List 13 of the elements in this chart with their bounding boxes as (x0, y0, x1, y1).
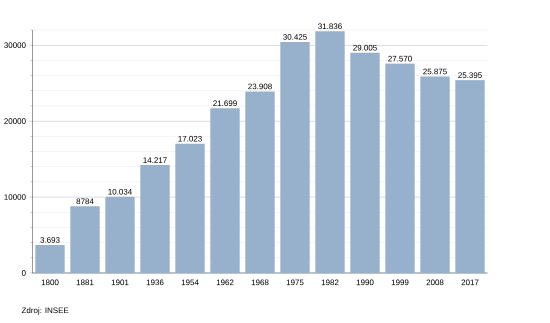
bar (105, 196, 135, 273)
bar (245, 91, 275, 273)
bar (385, 64, 415, 273)
bar (70, 206, 100, 273)
bar (420, 76, 450, 273)
bar (140, 165, 170, 273)
bar (315, 31, 345, 273)
bar (210, 108, 240, 273)
bar (175, 144, 205, 273)
bar (280, 42, 310, 273)
bar (455, 80, 485, 273)
bar (350, 52, 380, 273)
bar (35, 244, 65, 273)
